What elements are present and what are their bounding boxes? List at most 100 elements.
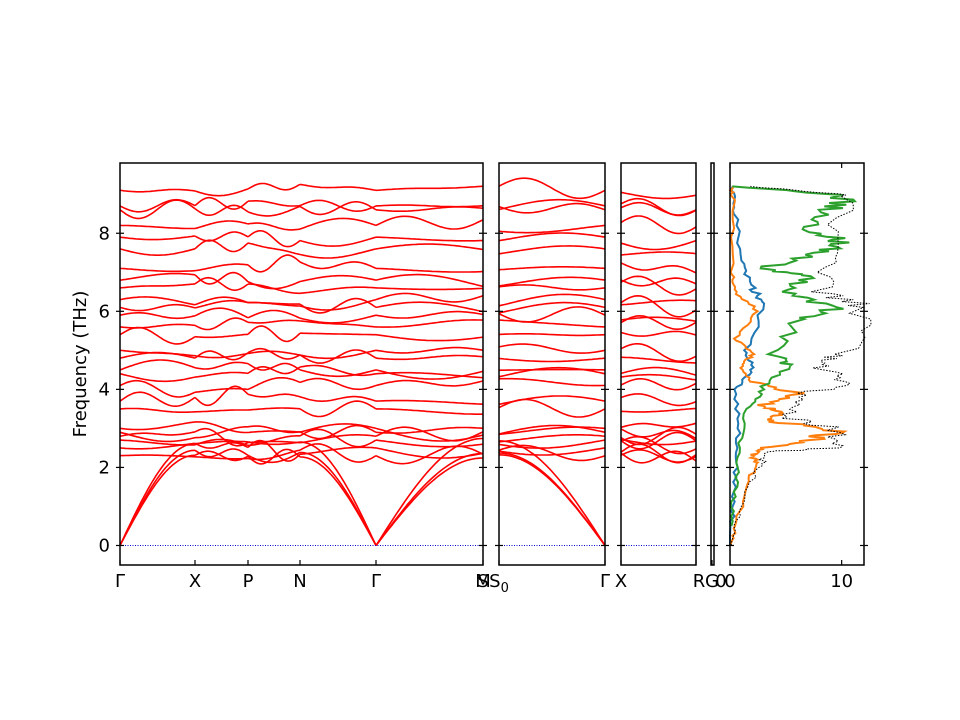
x-p-branch-27 bbox=[194, 220, 249, 230]
gamma-m-branch-16 bbox=[375, 346, 484, 354]
gamma-x-branch-19 bbox=[119, 312, 196, 320]
axes-frames bbox=[119, 162, 865, 566]
p-n-branch-7 bbox=[248, 440, 301, 444]
gamma-x-branch-24 bbox=[119, 267, 196, 273]
x-r-branch-3 bbox=[620, 431, 697, 450]
n-gamma-branch-21 bbox=[299, 298, 377, 311]
dos-x-label-left: 0 bbox=[715, 571, 726, 592]
x-r-branch-10 bbox=[620, 407, 697, 413]
gamma-m-branch-14 bbox=[375, 369, 484, 380]
gamma-x-branch-10 bbox=[119, 407, 196, 413]
dos-x-tick-label-10: 10 bbox=[830, 571, 853, 592]
gamma-m-branch-12 bbox=[375, 379, 484, 387]
n-gamma-branch-4 bbox=[299, 443, 377, 463]
gamma-m-branch-10 bbox=[376, 408, 483, 415]
x-r-branch-14 bbox=[620, 366, 697, 376]
s0-gamma-branch-29 bbox=[498, 198, 606, 211]
n-gamma-branch-3 bbox=[299, 441, 377, 546]
x-p-branch-19 bbox=[194, 307, 249, 319]
x-tick-label-3-1: X bbox=[615, 571, 627, 592]
gamma-m-branch-18 bbox=[375, 319, 484, 328]
x-r-branch-9 bbox=[620, 422, 697, 428]
y-tick-label-8: 8 bbox=[99, 223, 110, 244]
x-p-branch-30 bbox=[194, 188, 249, 197]
gamma-m-branch-20 bbox=[375, 301, 484, 313]
s0-gamma-branch-22 bbox=[498, 284, 606, 291]
s0-gamma-branch-21 bbox=[498, 293, 606, 307]
s0-gamma-branch-3 bbox=[499, 440, 606, 546]
gamma-x-branch-30 bbox=[119, 188, 196, 193]
gamma-m-branch-23 bbox=[375, 273, 484, 288]
s0-gamma-branch-8 bbox=[498, 424, 606, 435]
y-tick-label-4: 4 bbox=[99, 379, 110, 400]
x-r-branch-13 bbox=[620, 373, 697, 381]
gamma-x-branch-18 bbox=[119, 323, 196, 329]
gamma-m-branch-27 bbox=[375, 215, 484, 230]
x-p-branch-1 bbox=[194, 448, 249, 458]
n-gamma-branch-7 bbox=[299, 434, 377, 444]
p-n-branch-15 bbox=[247, 347, 301, 360]
n-gamma-branch-8 bbox=[299, 424, 377, 440]
s0-gamma-branch-15 bbox=[498, 357, 606, 363]
s0-gamma-branch-12 bbox=[498, 377, 605, 387]
x-r-branch-7 bbox=[620, 438, 697, 446]
gamma-x-branch-17 bbox=[119, 326, 196, 345]
p-n-branch-14 bbox=[247, 362, 301, 371]
n-gamma-branch-24 bbox=[299, 261, 377, 270]
n-gamma-branch-16 bbox=[299, 349, 377, 360]
x-r-branch-21 bbox=[620, 299, 697, 306]
gamma-m-branch-4 bbox=[375, 445, 484, 465]
gamma-x-branch-26 bbox=[119, 235, 196, 241]
gamma-m-branch-25 bbox=[375, 243, 484, 251]
p-n-branch-19 bbox=[247, 309, 301, 319]
x-p-branch-2 bbox=[194, 450, 249, 462]
p-n-branch-3 bbox=[247, 441, 301, 446]
gamma-m-branch-22 bbox=[375, 287, 484, 291]
gamma-x-branch-13 bbox=[119, 373, 196, 383]
n-gamma-branch-29 bbox=[299, 199, 377, 213]
x-r-branch-30 bbox=[620, 191, 697, 200]
s0-gamma-branch-14 bbox=[499, 368, 606, 371]
gamma-m-branch-1 bbox=[375, 452, 484, 546]
x-p-branch-28 bbox=[194, 204, 249, 216]
x-tick-label-2-3: Γ bbox=[600, 571, 610, 592]
x-p-branch-14 bbox=[194, 361, 249, 370]
x-r-branch-26 bbox=[620, 239, 697, 251]
n-gamma-branch-1 bbox=[300, 451, 377, 546]
n-gamma-branch-26 bbox=[299, 236, 377, 247]
dos-series-1 bbox=[729, 185, 766, 546]
gamma-m-branch-2 bbox=[375, 457, 484, 546]
y-tick-label-2: 2 bbox=[99, 457, 110, 478]
panel-frame-4 bbox=[710, 162, 715, 566]
x-tick-label-1-3: P bbox=[243, 571, 254, 592]
gamma-x-branch-16 bbox=[119, 349, 196, 357]
x-p-branch-17 bbox=[194, 333, 249, 339]
p-n-branch-29 bbox=[247, 200, 301, 207]
x-r-branch-29 bbox=[620, 197, 697, 217]
n-gamma-branch-23 bbox=[299, 274, 377, 283]
x-p-branch-9 bbox=[195, 421, 248, 434]
gamma-x-branch-6 bbox=[119, 439, 196, 446]
x-p-branch-11 bbox=[194, 385, 249, 407]
gamma-m-branch-19 bbox=[375, 310, 484, 319]
gamma-m-branch-15 bbox=[375, 354, 484, 361]
p-n-branch-9 bbox=[247, 430, 301, 434]
gamma-x-branch-8 bbox=[119, 431, 196, 443]
s0-gamma-branch-10 bbox=[498, 398, 606, 418]
x-p-branch-20 bbox=[194, 299, 249, 309]
s0-gamma-branch-5 bbox=[498, 447, 606, 456]
gamma-m-branch-5 bbox=[375, 447, 484, 459]
y-tick-label-6: 6 bbox=[99, 301, 110, 322]
p-n-branch-30 bbox=[247, 182, 301, 191]
n-gamma-branch-25 bbox=[299, 248, 377, 259]
y-axis-label: Frequency (THz) bbox=[70, 291, 91, 438]
x-r-branch-16 bbox=[620, 343, 697, 362]
gamma-x-branch-3 bbox=[119, 442, 196, 546]
panel-frame-1 bbox=[119, 162, 484, 566]
x-tick-label-1-6: M bbox=[475, 571, 491, 592]
gamma-m-branch-3 bbox=[375, 437, 484, 546]
gamma-m-branch-6 bbox=[375, 439, 484, 448]
p-n-branch-6 bbox=[247, 435, 301, 447]
x-p-branch-15 bbox=[194, 350, 249, 361]
